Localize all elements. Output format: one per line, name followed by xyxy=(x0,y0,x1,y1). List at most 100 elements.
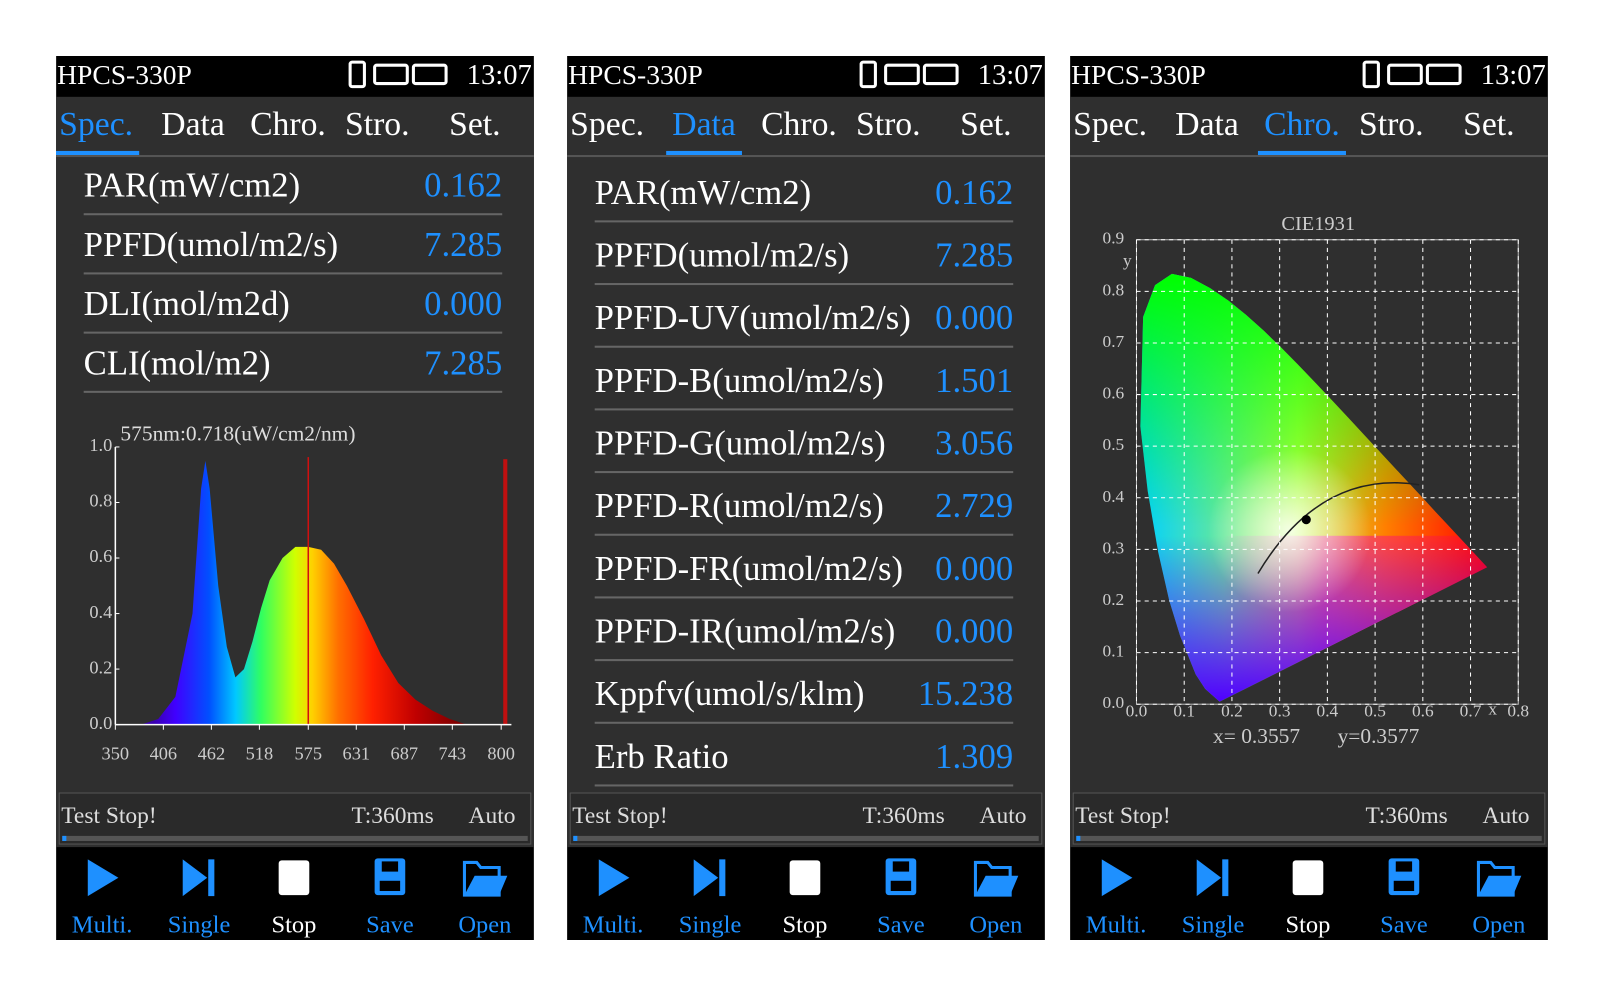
tab[interactable]: Set. xyxy=(449,106,500,143)
x-tick-label: 462 xyxy=(198,743,226,763)
tab[interactable]: Stro. xyxy=(1359,106,1424,143)
x-tick-label: 0.8 xyxy=(1507,701,1529,720)
icon-save-label xyxy=(379,880,401,892)
button-label: Multi. xyxy=(1086,911,1147,938)
device-name: HPCS-330P xyxy=(57,59,192,90)
reading-value: 7.285 xyxy=(424,343,502,382)
toolbar-button[interactable]: Multi. xyxy=(1086,859,1147,938)
reading-value: 1.501 xyxy=(935,361,1013,400)
x-tick-label: 0.2 xyxy=(1221,701,1243,720)
toolbar-button[interactable]: Open xyxy=(969,860,1022,938)
icon-step xyxy=(693,859,719,897)
reading-label: CLI(mol/m2) xyxy=(84,343,271,382)
icon-save-label xyxy=(890,880,912,892)
y-tick-label: 0.5 xyxy=(1103,435,1125,454)
reading-value: 7.285 xyxy=(935,235,1013,274)
y-tick-label: 0.2 xyxy=(1103,590,1125,609)
reading-value: 0.162 xyxy=(424,166,502,205)
toolbar-button[interactable]: Save xyxy=(366,858,414,938)
x-coordinate: x= 0.3557 xyxy=(1213,724,1300,748)
tab[interactable]: Data xyxy=(1175,106,1239,143)
icon-step xyxy=(182,859,208,897)
toolbar-button[interactable]: Save xyxy=(1380,858,1428,938)
tab[interactable]: Stro. xyxy=(856,106,921,143)
tab-divider xyxy=(56,155,534,158)
button-label: Save xyxy=(366,911,414,938)
content-bg xyxy=(56,96,534,848)
progress-fill xyxy=(1076,835,1081,841)
reading-value: 1.309 xyxy=(935,737,1013,776)
tab[interactable]: Set. xyxy=(1463,106,1514,143)
scale-bar xyxy=(503,459,508,725)
row-line xyxy=(83,213,503,216)
y-tick-label: 0.2 xyxy=(89,657,112,677)
screen-chroma: HPCS-330P 13:07 Spec. Data Chro. Stro. Set. CIE… xyxy=(1070,56,1548,940)
tab[interactable]: Spec. xyxy=(570,106,644,143)
tab[interactable]: Set. xyxy=(960,106,1011,143)
tab[interactable]: Chro. xyxy=(250,106,326,143)
tab[interactable]: Chro. xyxy=(1264,106,1340,143)
row-line xyxy=(594,596,1014,599)
row-line xyxy=(594,659,1014,662)
toolbar-button[interactable]: Save xyxy=(877,858,925,938)
reading-label: PPFD(umol/m2/s) xyxy=(595,235,849,274)
toolbar-button[interactable]: Open xyxy=(458,860,511,938)
icon-folder-flap xyxy=(1478,875,1522,896)
tab[interactable]: Data xyxy=(672,106,736,143)
row-line xyxy=(594,721,1014,724)
toolbar-button[interactable]: Multi. xyxy=(72,859,133,938)
tab[interactable]: Data xyxy=(161,106,225,143)
tab[interactable]: Stro. xyxy=(345,106,410,143)
reading-label: PAR(mW/cm2) xyxy=(595,173,811,212)
status-box xyxy=(58,792,532,845)
toolbar-button[interactable]: Stop xyxy=(1286,860,1331,938)
status-time: T:360ms xyxy=(352,803,434,829)
status-time: T:360ms xyxy=(863,803,945,829)
x-tick-label: 518 xyxy=(246,743,274,763)
y-tick-label: 0.4 xyxy=(1103,487,1125,506)
battery-icon xyxy=(411,63,448,86)
row-line xyxy=(594,408,1014,411)
toolbar-button[interactable]: Open xyxy=(1472,860,1525,938)
icon-save-slot xyxy=(892,861,910,872)
toolbar-button[interactable]: Single xyxy=(1182,859,1245,938)
button-label: Stop xyxy=(783,911,828,938)
reading-label: PPFD-G(umol/m2/s) xyxy=(595,424,886,463)
icon-step xyxy=(1196,859,1222,897)
y-tick-label: 0.8 xyxy=(89,491,112,511)
reading-value: 0.162 xyxy=(935,173,1013,212)
device-name: HPCS-330P xyxy=(1071,59,1206,90)
battery-icon xyxy=(922,63,959,86)
annotation: 575nm:0.718(uW/cm2/nm) xyxy=(120,422,355,446)
chroma-point xyxy=(1301,515,1311,525)
reading-value: 0.000 xyxy=(424,284,502,323)
progress-fill xyxy=(573,835,578,841)
button-label: Open xyxy=(458,911,511,938)
clock: 13:07 xyxy=(978,60,1043,91)
toolbar-button[interactable]: Stop xyxy=(272,860,317,938)
tab[interactable]: Chro. xyxy=(761,106,837,143)
reading-label: PPFD(umol/m2/s) xyxy=(84,225,338,264)
icon-save-slot xyxy=(381,861,399,872)
button-label: Multi. xyxy=(72,911,133,938)
y-tick-label: 0.4 xyxy=(89,602,112,622)
x-tick-label: 687 xyxy=(391,743,419,763)
toolbar-button[interactable]: Multi. xyxy=(583,859,644,938)
icon-stop xyxy=(1292,860,1324,896)
planckian-locus xyxy=(1257,482,1420,574)
x-tick-label: 0.3 xyxy=(1269,701,1291,720)
toolbar-button[interactable]: Single xyxy=(679,859,742,938)
toolbar-button[interactable]: Single xyxy=(168,859,231,938)
tab[interactable]: Spec. xyxy=(59,106,133,143)
x-tick-label: 0.7 xyxy=(1460,701,1482,720)
icon-folder-flap xyxy=(975,875,1019,896)
toolbar-button[interactable]: Stop xyxy=(783,860,828,938)
tab[interactable]: Spec. xyxy=(1073,106,1147,143)
button-label: Open xyxy=(969,911,1022,938)
reading-label: PPFD-IR(umol/m2/s) xyxy=(595,612,896,651)
clock: 13:07 xyxy=(1481,60,1546,91)
y-tick-label: 0.7 xyxy=(1103,332,1125,351)
button-label: Single xyxy=(679,911,742,938)
button-label: Stop xyxy=(1286,911,1331,938)
